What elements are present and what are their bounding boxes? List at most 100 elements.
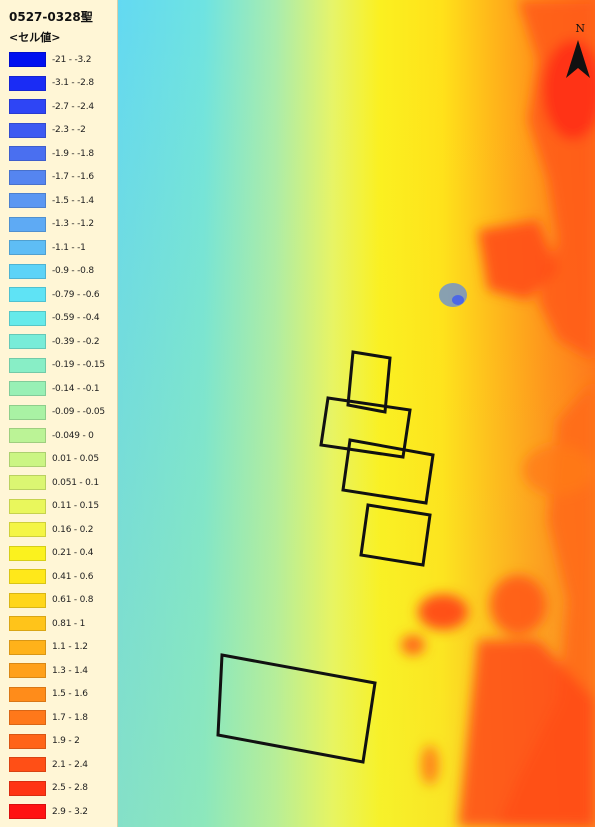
- legend-swatch: [9, 428, 46, 443]
- legend-label: 0.21 - 0.4: [52, 548, 94, 558]
- legend-label: 2.5 - 2.8: [52, 783, 88, 793]
- legend-subtitle: <セル値>: [9, 31, 61, 44]
- legend-swatch: [9, 146, 46, 161]
- legend-item: 1.1 - 1.2: [9, 639, 88, 655]
- legend-label: 0.41 - 0.6: [52, 571, 94, 582]
- legend-label: 0.16 - 0.2: [52, 524, 94, 535]
- legend-item: 0.81 - 1: [9, 616, 85, 631]
- legend-swatch: [9, 569, 46, 584]
- legend-item: -3.1 - -2.8: [9, 75, 94, 91]
- legend-item: 0.16 - 0.2: [9, 522, 94, 537]
- legend-label: -0.09 - -0.05: [52, 407, 105, 417]
- map-canvas: [118, 0, 595, 827]
- legend-swatch: [9, 592, 46, 608]
- legend-item: 1.9 - 2: [9, 733, 80, 749]
- legend-label: 1.9 - 2: [52, 736, 80, 746]
- legend-label: 2.9 - 3.2: [52, 806, 88, 817]
- legend-swatch: [9, 498, 46, 514]
- legend-item: 0.01 - 0.05: [9, 451, 99, 467]
- legend-label: 0.051 - 0.1: [52, 477, 99, 488]
- legend-item: -0.049 - 0: [9, 428, 94, 443]
- legend-swatch: [9, 451, 46, 467]
- legend-label: 0.11 - 0.15: [52, 501, 99, 511]
- legend-item: -2.7 - -2.4: [9, 99, 94, 114]
- legend-swatch: [9, 169, 46, 185]
- legend-swatch: [9, 216, 46, 232]
- legend-label: -1.9 - -1.8: [52, 148, 94, 159]
- legend-item: 2.5 - 2.8: [9, 780, 88, 796]
- legend-item: -0.59 - -0.4: [9, 310, 100, 326]
- legend-item: 0.21 - 0.4: [9, 545, 94, 561]
- legend-swatch: [9, 404, 46, 420]
- legend-swatch: [9, 193, 46, 208]
- legend-label: 2.1 - 2.4: [52, 759, 88, 770]
- legend-label: -3.1 - -2.8: [52, 78, 94, 88]
- legend-label: -0.59 - -0.4: [52, 313, 100, 323]
- legend-label: -2.7 - -2.4: [52, 101, 94, 112]
- legend-item: -2.3 - -2: [9, 122, 86, 138]
- legend-swatch: [9, 780, 46, 796]
- legend-swatch: [9, 310, 46, 326]
- legend-swatch: [9, 522, 46, 537]
- low-value-patch: [439, 283, 467, 307]
- legend-swatch: [9, 757, 46, 772]
- map-view[interactable]: N: [118, 0, 595, 827]
- legend-label: -0.14 - -0.1: [52, 383, 100, 394]
- legend-swatch: [9, 616, 46, 631]
- legend-item: 0.051 - 0.1: [9, 475, 99, 490]
- legend-item: -1.3 - -1.2: [9, 216, 94, 232]
- legend-item: -0.14 - -0.1: [9, 381, 100, 396]
- legend-item: -1.9 - -1.8: [9, 146, 94, 161]
- legend-label: -1.5 - -1.4: [52, 195, 94, 206]
- legend-item: 0.41 - 0.6: [9, 569, 94, 584]
- legend-label: 0.01 - 0.05: [52, 454, 99, 464]
- legend-swatch: [9, 52, 46, 67]
- legend-label: -2.3 - -2: [52, 125, 86, 135]
- legend-item: -0.79 - -0.6: [9, 287, 100, 302]
- legend-label: -1.3 - -1.2: [52, 219, 94, 229]
- north-arrow-label: N: [575, 22, 585, 35]
- legend-label: -0.049 - 0: [52, 430, 94, 441]
- north-arrow-icon: [566, 40, 590, 78]
- legend-item: -0.09 - -0.05: [9, 404, 105, 420]
- legend-label: 0.81 - 1: [52, 618, 86, 629]
- legend-swatch: [9, 240, 46, 255]
- legend-item: 1.7 - 1.8: [9, 710, 88, 725]
- legend-label: -0.79 - -0.6: [52, 289, 100, 300]
- legend-item: -1.7 - -1.6: [9, 169, 94, 185]
- legend-label: -0.39 - -0.2: [52, 336, 100, 347]
- legend-swatch: [9, 334, 46, 349]
- legend-swatch: [9, 639, 46, 655]
- legend-label: 1.5 - 1.6: [52, 689, 88, 699]
- legend-label: 1.1 - 1.2: [52, 642, 88, 652]
- legend-item: -0.39 - -0.2: [9, 334, 100, 349]
- legend-label: 1.3 - 1.4: [52, 665, 88, 676]
- legend-swatch: [9, 710, 46, 725]
- legend-swatch: [9, 75, 46, 91]
- legend-item: -1.1 - -1: [9, 240, 86, 255]
- legend-item: 2.9 - 3.2: [9, 804, 88, 819]
- legend-swatch: [9, 733, 46, 749]
- legend-label: 0.61 - 0.8: [52, 595, 94, 605]
- legend-item: 0.11 - 0.15: [9, 498, 99, 514]
- legend-label: -21 - -3.2: [52, 54, 92, 65]
- legend-title: 0527-0328聖: [9, 10, 93, 24]
- legend-item: -0.9 - -0.8: [9, 263, 94, 279]
- legend-item: -1.5 - -1.4: [9, 193, 94, 208]
- legend-item: -21 - -3.2: [9, 52, 91, 67]
- high-value-zones: [401, 0, 595, 827]
- legend-swatch: [9, 663, 46, 678]
- legend-item: 1.3 - 1.4: [9, 663, 88, 678]
- legend-swatch: [9, 99, 46, 114]
- legend-label: -1.1 - -1: [52, 242, 86, 253]
- legend-swatch: [9, 686, 46, 702]
- survey-area-outlines: [216, 350, 435, 764]
- legend-item: 0.61 - 0.8: [9, 592, 94, 608]
- legend-item: 2.1 - 2.4: [9, 757, 88, 772]
- legend-label: -0.9 - -0.8: [52, 266, 94, 276]
- legend-swatch: [9, 381, 46, 396]
- legend-item: 1.5 - 1.6: [9, 686, 88, 702]
- legend-panel: 0527-0328聖 <セル値> -21 - -3.2 -3.1 - -2.8 -2…: [0, 0, 118, 827]
- legend-label: -1.7 - -1.6: [52, 172, 94, 182]
- legend-swatch: [9, 357, 46, 373]
